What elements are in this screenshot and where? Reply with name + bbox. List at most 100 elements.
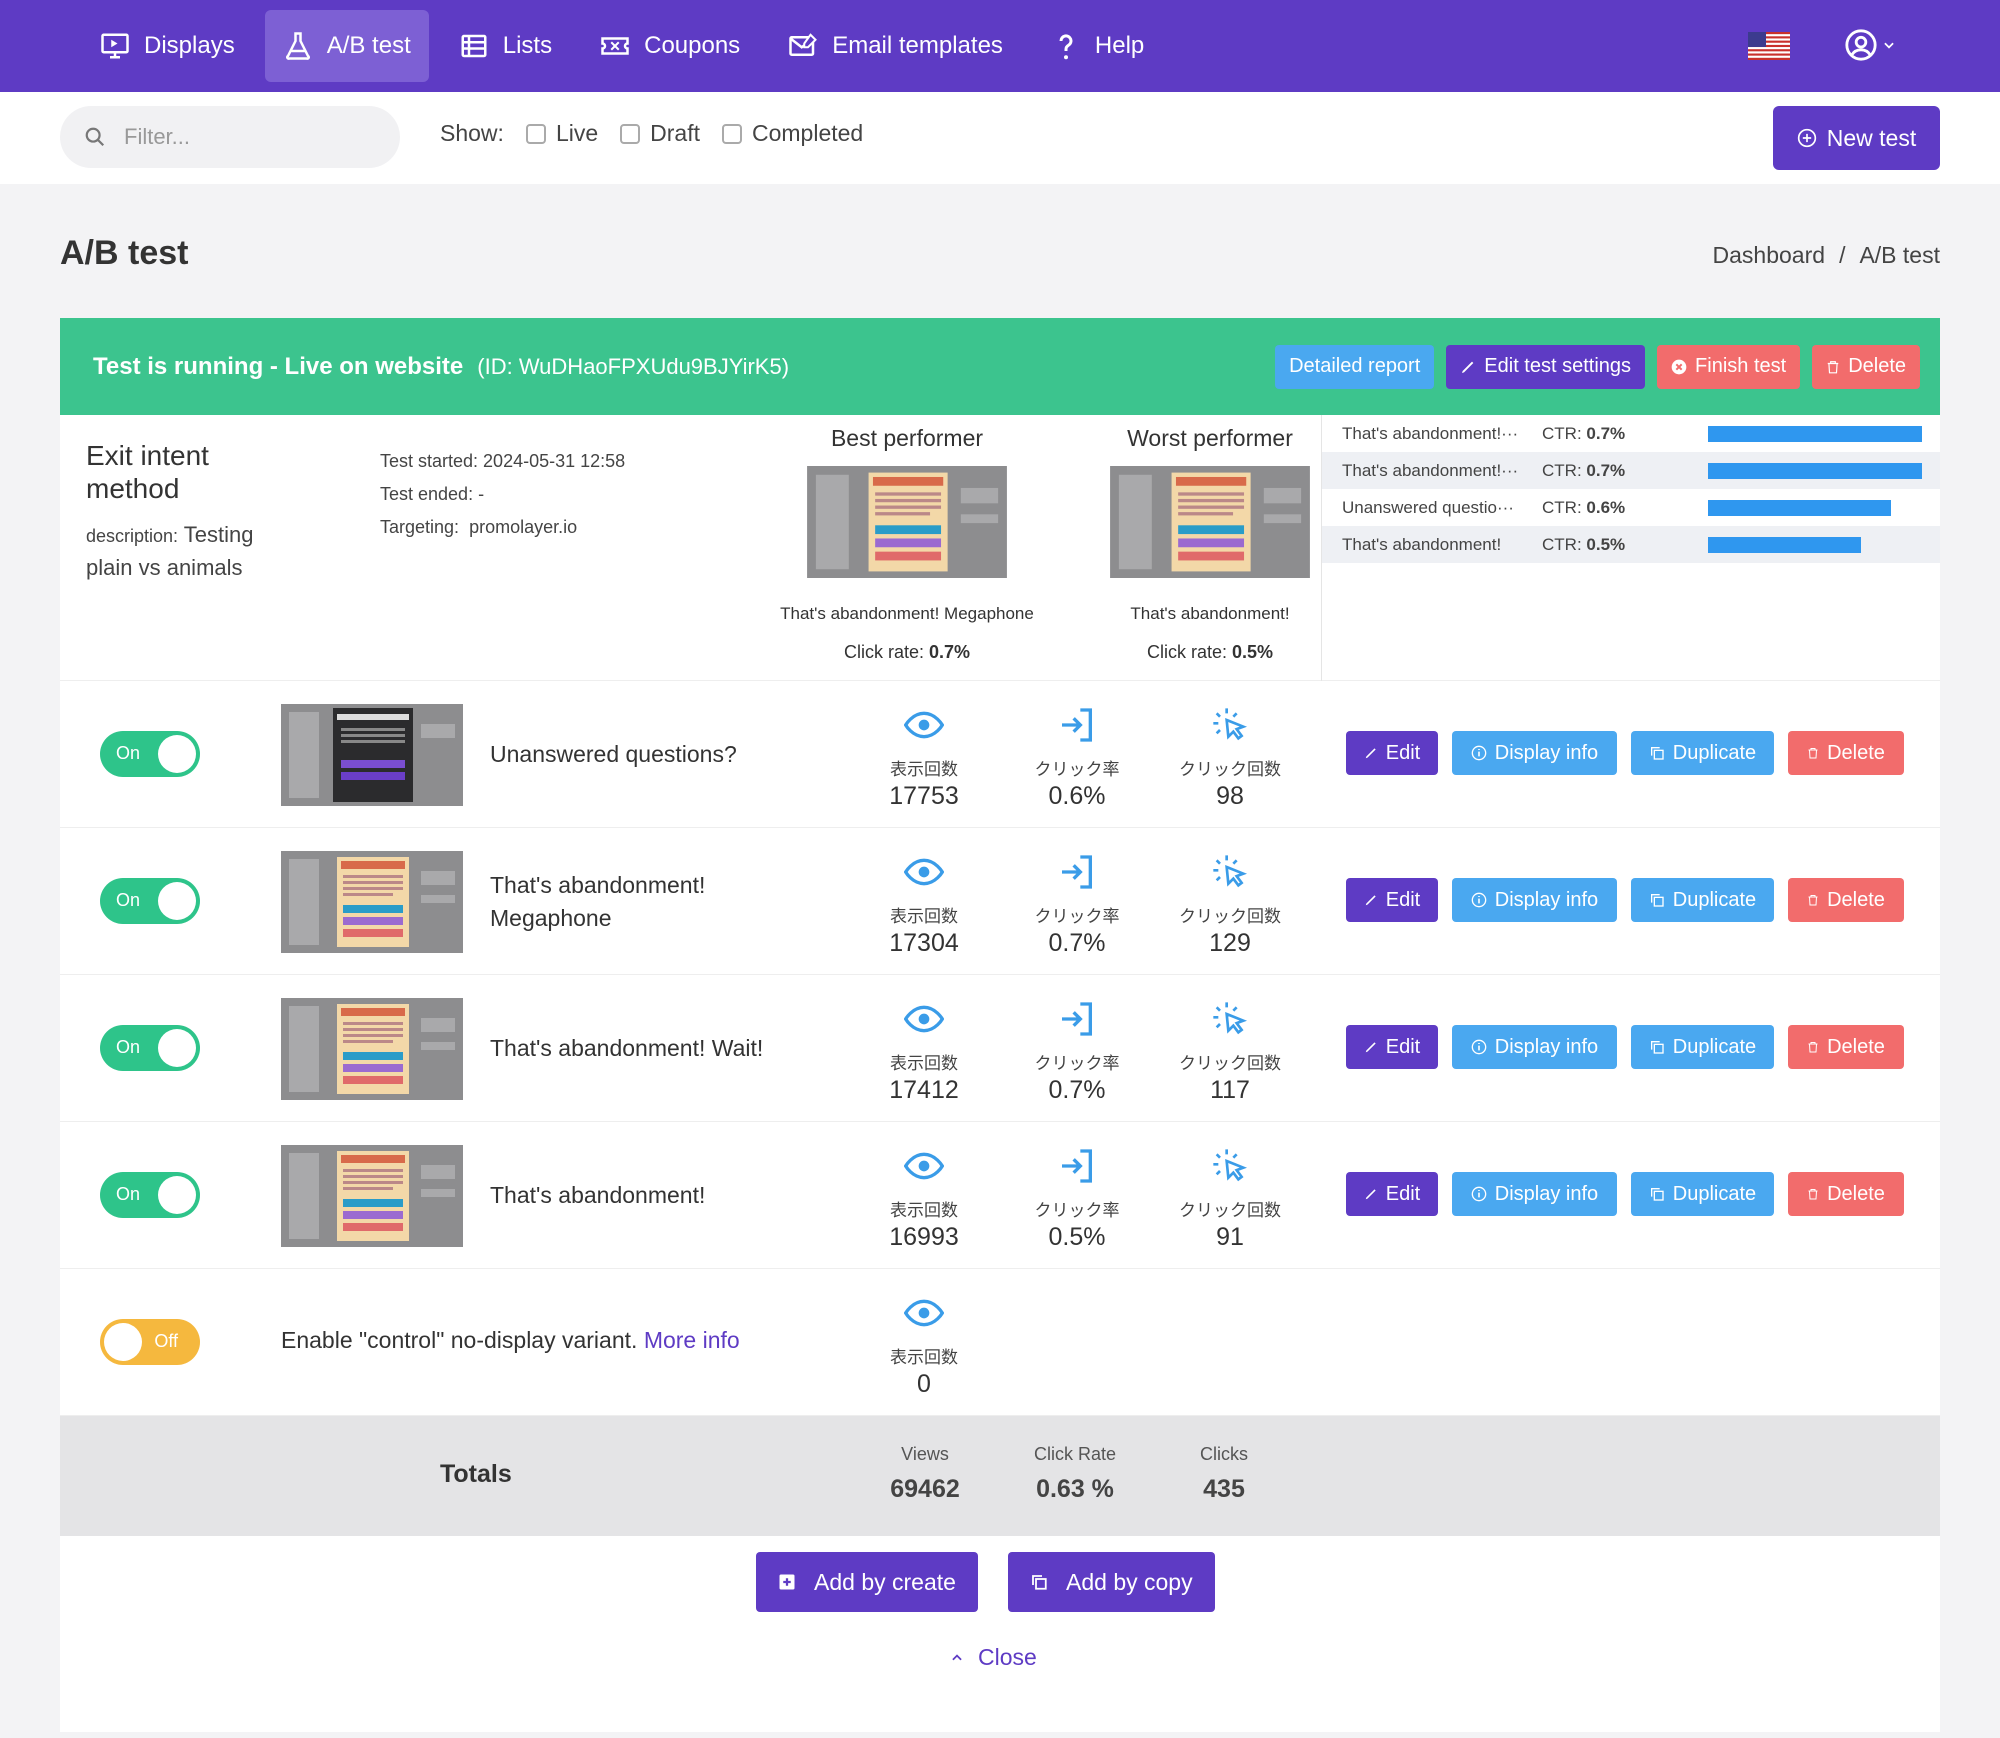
add-by-copy-button[interactable]: Add by copy — [1008, 1552, 1215, 1612]
views-label: 表示回数 — [890, 1348, 958, 1367]
nav-lists[interactable]: Lists — [441, 10, 570, 82]
ticket-icon — [601, 37, 629, 55]
ab-test-card: Test is running - Live on website (ID: W… — [60, 318, 1940, 1732]
display-info-button[interactable]: Display info — [1452, 731, 1617, 775]
click-pointer-icon — [1210, 852, 1250, 892]
variant-name: Unanswered questions? — [490, 741, 737, 767]
ctr-label: CTR: — [1542, 497, 1582, 517]
search-input[interactable] — [124, 124, 364, 150]
delete-variant-button[interactable]: Delete — [1788, 1025, 1904, 1069]
views-label: 表示回数 — [890, 1054, 958, 1073]
test-description: description: Testing plain vs animals — [86, 519, 306, 584]
trash-icon — [1808, 1189, 1818, 1200]
variant-row: On Unanswered questions? 表示回数 17753 クリック率… — [60, 681, 1940, 828]
test-ended: Test ended: - — [380, 484, 485, 504]
draft-checkbox[interactable] — [620, 123, 641, 144]
copy-icon — [1650, 894, 1664, 907]
clicks-stat: クリック回数 117 — [1160, 999, 1300, 1105]
display-info-button[interactable]: Display info — [1452, 1172, 1617, 1216]
views-label: 表示回数 — [890, 907, 958, 926]
delete-variant-button[interactable]: Delete — [1788, 1172, 1904, 1216]
display-info-button[interactable]: Display info — [1452, 1025, 1617, 1069]
duplicate-label: Duplicate — [1672, 741, 1757, 764]
add-by-create-button[interactable]: Add by create — [756, 1552, 978, 1612]
delete-test-button[interactable]: Delete — [1812, 344, 1920, 389]
total-clicks: Clicks 435 — [1154, 1444, 1294, 1504]
nav-coupons[interactable]: Coupons — [582, 10, 758, 82]
clicks-value: 117 — [1210, 1076, 1250, 1104]
variant-actions: Edit Display info Duplicate Delete — [1346, 1172, 1904, 1216]
delete-variant-button[interactable]: Delete — [1788, 731, 1904, 775]
sign-in-icon — [1057, 705, 1097, 745]
clicks-label: クリック回数 — [1179, 1201, 1281, 1220]
add-by-copy-label: Add by copy — [1066, 1568, 1193, 1595]
variant-thumbnail[interactable] — [281, 1145, 463, 1247]
ctr-variant-name: That's abandonment!··· — [1342, 460, 1519, 480]
control-toggle[interactable]: Off — [100, 1319, 200, 1365]
finish-test-button[interactable]: Finish test — [1657, 344, 1801, 389]
more-info-link[interactable]: More info — [643, 1327, 740, 1353]
show-label: Show: — [440, 120, 504, 146]
close-label: Close — [978, 1644, 1037, 1670]
edit-label: Edit — [1385, 1035, 1421, 1058]
nav-label: Help — [1094, 32, 1145, 59]
views-value: 17304 — [889, 929, 959, 957]
edit-variant-button[interactable]: Edit — [1346, 1025, 1438, 1069]
monitor-icon — [101, 33, 129, 59]
edit-test-settings-label: Edit test settings — [1484, 355, 1632, 377]
nav-email-templates[interactable]: Email templates — [770, 10, 1021, 82]
close-link[interactable]: Close — [950, 1644, 1037, 1671]
add-variant-section: Add by create Add by copy Close — [60, 1536, 1940, 1732]
variant-thumbnail[interactable] — [281, 704, 463, 806]
duplicate-button[interactable]: Duplicate — [1631, 1172, 1774, 1216]
live-checkbox[interactable] — [525, 123, 546, 144]
us-flag-icon[interactable] — [1748, 32, 1790, 60]
edit-variant-button[interactable]: Edit — [1346, 1172, 1438, 1216]
live-label: Live — [555, 120, 599, 146]
detailed-report-label: Detailed report — [1289, 355, 1421, 377]
edit-label: Edit — [1385, 888, 1421, 911]
nav-ab-test[interactable]: A/B test — [264, 10, 429, 82]
detailed-report-button[interactable]: Detailed report — [1275, 344, 1435, 389]
pencil-icon — [1365, 895, 1376, 906]
total-click-rate-label: Click Rate — [1033, 1444, 1117, 1464]
edit-variant-button[interactable]: Edit — [1346, 731, 1438, 775]
click-pointer-icon — [1210, 1146, 1250, 1186]
totals-row: Totals Views 69462 Click Rate 0.63 % Click… — [60, 1416, 1940, 1536]
nav-label: Coupons — [644, 32, 741, 59]
variant-toggle[interactable]: On — [100, 1025, 200, 1071]
edit-test-settings-button[interactable]: Edit test settings — [1446, 344, 1646, 389]
search-box[interactable] — [60, 106, 400, 168]
total-views: Views 69462 — [855, 1444, 995, 1504]
breadcrumb-dashboard[interactable]: Dashboard — [1712, 242, 1826, 268]
nav-displays[interactable]: Displays — [82, 10, 253, 82]
test-status: Test is running - Live on website — [93, 352, 464, 380]
completed-checkbox[interactable] — [721, 123, 742, 144]
variant-thumbnail[interactable] — [281, 851, 463, 953]
sign-in-icon — [1057, 852, 1097, 892]
totals-label: Totals — [440, 1460, 512, 1488]
duplicate-button[interactable]: Duplicate — [1631, 878, 1774, 922]
toggle-label: On — [116, 743, 141, 763]
views-stat: 表示回数 16993 — [854, 1146, 994, 1252]
new-test-button[interactable]: New test — [1773, 106, 1940, 170]
duplicate-button[interactable]: Duplicate — [1631, 1025, 1774, 1069]
edit-variant-button[interactable]: Edit — [1346, 878, 1438, 922]
variant-toggle[interactable]: On — [100, 1172, 200, 1218]
trash-icon — [1808, 1042, 1818, 1053]
trash-icon — [1827, 360, 1839, 373]
duplicate-button[interactable]: Duplicate — [1631, 731, 1774, 775]
click-rate-value: 0.7% — [1048, 1076, 1106, 1104]
eye-icon — [904, 852, 944, 892]
clicks-stat: クリック回数 98 — [1160, 705, 1300, 811]
user-menu[interactable] — [1844, 28, 1896, 62]
display-info-button[interactable]: Display info — [1452, 878, 1617, 922]
click-rate-label: Click rate: — [843, 642, 924, 662]
variant-toggle[interactable]: On — [100, 878, 200, 924]
total-click-rate: Click Rate 0.63 % — [1005, 1444, 1145, 1504]
nav-help[interactable]: Help — [1033, 10, 1162, 82]
delete-variant-button[interactable]: Delete — [1788, 878, 1904, 922]
worst-performer-thumbnail — [1110, 466, 1310, 578]
variant-thumbnail[interactable] — [281, 998, 463, 1100]
variant-toggle[interactable]: On — [100, 731, 200, 777]
